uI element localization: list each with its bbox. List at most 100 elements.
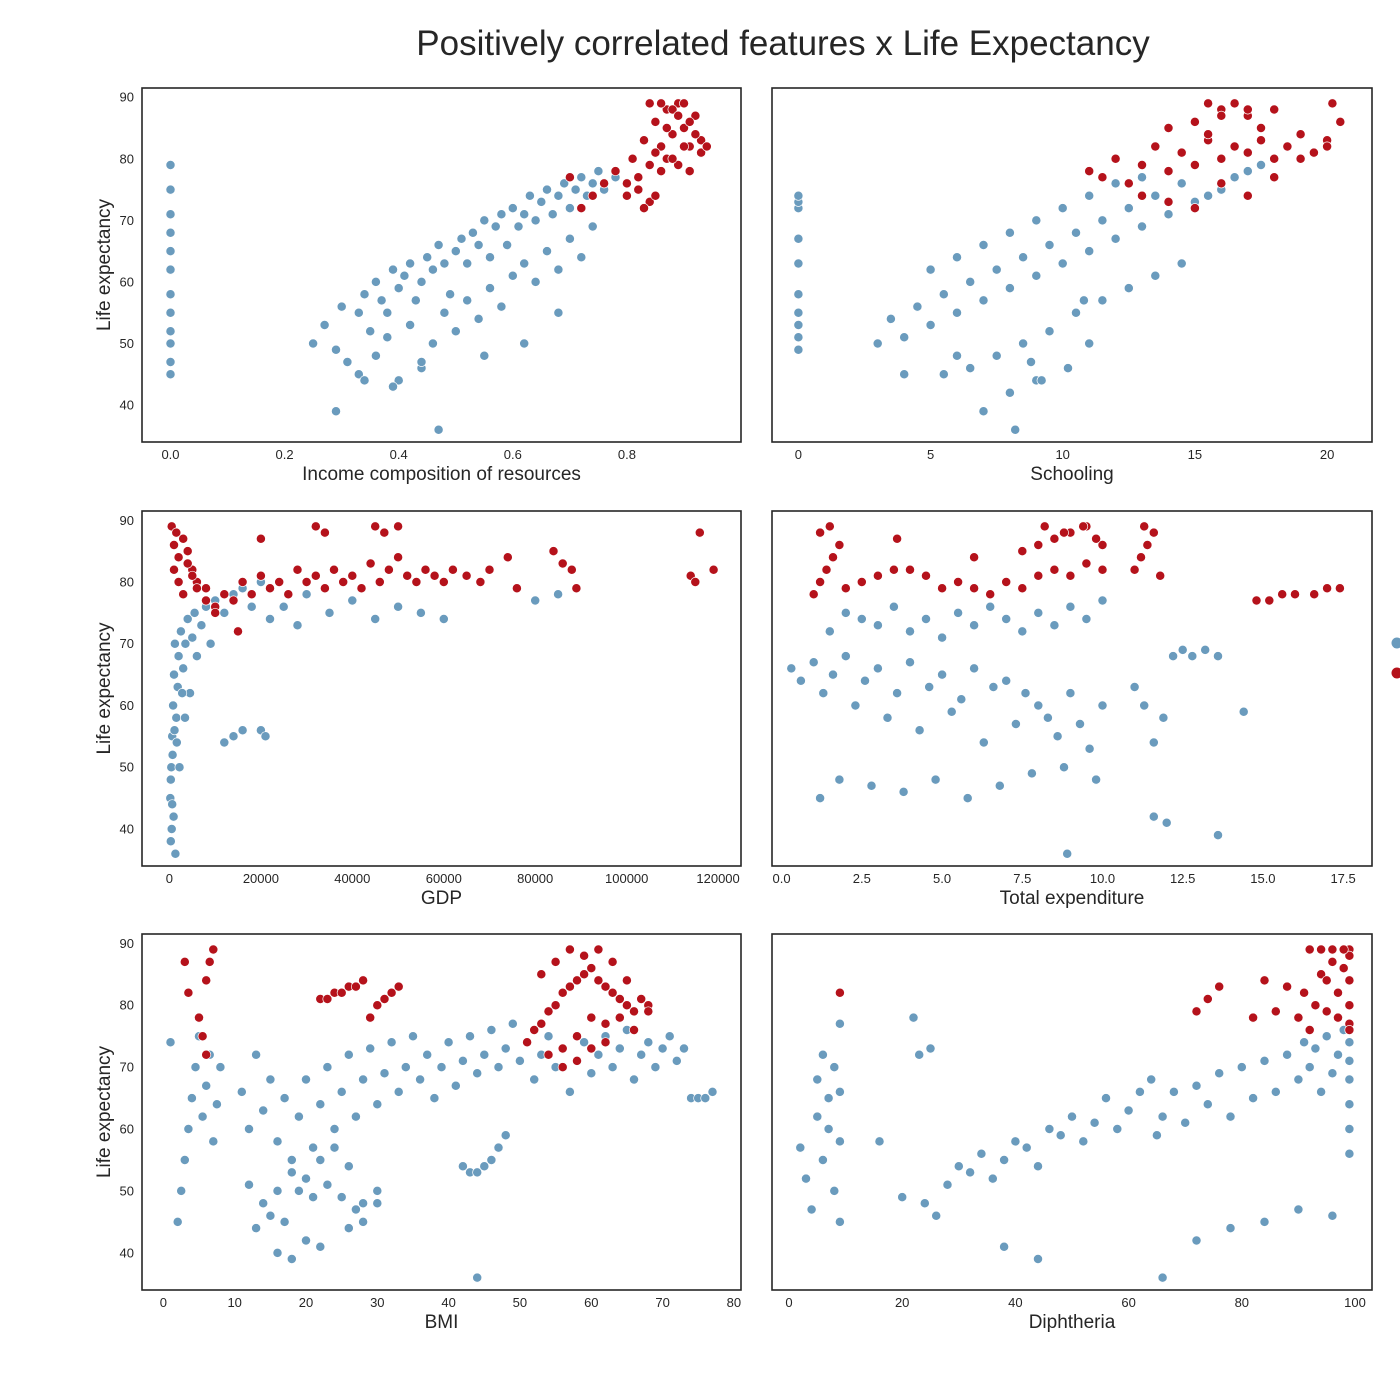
data-point-high: [1269, 104, 1280, 115]
data-point-low: [1044, 240, 1055, 250]
data-point-low: [1225, 1223, 1236, 1234]
data-point-low: [1200, 644, 1211, 655]
data-point-high: [322, 994, 333, 1004]
data-point-high: [815, 527, 826, 538]
data-point-low: [650, 1062, 661, 1073]
data-point-low: [793, 289, 804, 300]
data-point-low: [286, 1254, 297, 1264]
data-point-low: [576, 252, 587, 263]
data-point-high: [892, 533, 903, 544]
data-point-low: [1059, 762, 1069, 773]
data-point-low: [165, 209, 176, 220]
data-point-high: [1309, 589, 1320, 600]
data-point-low: [1321, 1031, 1332, 1042]
data-point-high: [1338, 944, 1349, 955]
data-point-low: [479, 1161, 490, 1172]
data-point-low: [795, 675, 806, 686]
x-tick-label: 60: [584, 1295, 598, 1310]
data-point-high: [667, 129, 678, 140]
data-point-low: [343, 1223, 354, 1234]
data-point-high: [1216, 153, 1227, 164]
data-point-high: [621, 190, 632, 201]
data-point-low: [978, 406, 989, 417]
data-point-low: [1097, 215, 1108, 226]
scatter-points: [786, 521, 1345, 859]
data-point-low: [167, 799, 178, 810]
data-point-low: [834, 1216, 845, 1227]
data-point-low: [353, 307, 364, 318]
data-point-high: [358, 975, 369, 986]
data-point-low: [422, 252, 433, 263]
data-point-high: [1242, 190, 1253, 201]
data-point-high: [536, 969, 547, 980]
data-point-high: [402, 570, 413, 581]
data-point-low: [473, 313, 484, 324]
data-point-low: [899, 332, 910, 343]
legend-marker-low: [1391, 637, 1400, 649]
data-point-high: [621, 178, 632, 189]
data-point-low: [382, 307, 393, 318]
x-tick-label: 0.4: [390, 447, 408, 462]
data-point-low: [438, 614, 449, 624]
data-point-low: [547, 209, 558, 220]
data-point-low: [472, 1068, 483, 1079]
data-point-low: [1004, 283, 1015, 294]
data-point-high: [543, 1006, 554, 1017]
data-point-high: [1310, 1000, 1321, 1011]
data-point-low: [272, 1136, 283, 1147]
data-point-low: [946, 706, 957, 717]
data-point-low: [165, 289, 176, 300]
data-point-low: [208, 1136, 219, 1147]
data-point-low: [169, 638, 180, 649]
data-point-low: [258, 1105, 269, 1116]
data-point-high: [310, 521, 321, 532]
data-point-low: [1333, 1049, 1343, 1060]
data-point-low: [607, 1062, 618, 1073]
data-point-low: [937, 632, 948, 643]
data-point-high: [543, 1049, 554, 1060]
data-point-low: [801, 1173, 811, 1184]
data-point-low: [433, 424, 444, 435]
data-point-high: [834, 987, 845, 998]
data-point-high: [179, 956, 190, 967]
data-point-low: [265, 614, 275, 624]
x-tick-label: 80000: [517, 871, 553, 886]
data-point-low: [293, 1111, 304, 1122]
data-point-low: [1270, 1086, 1281, 1097]
data-point-low: [1097, 295, 1108, 306]
data-point-high: [1091, 533, 1102, 544]
data-point-high: [1033, 570, 1044, 581]
y-tick-label: 40: [120, 1245, 134, 1260]
data-point-low: [251, 1049, 262, 1060]
scatter-points: [793, 98, 1346, 435]
data-point-low: [1001, 675, 1012, 686]
data-point-low: [180, 638, 191, 649]
data-point-low: [519, 209, 530, 220]
data-point-low: [994, 780, 1005, 791]
data-point-high: [265, 583, 275, 594]
data-point-low: [1176, 258, 1187, 269]
data-point-low: [553, 589, 564, 600]
data-point-low: [795, 1142, 806, 1153]
data-point-low: [812, 1111, 823, 1122]
data-point-low: [1225, 1111, 1236, 1122]
data-point-high: [347, 570, 358, 581]
data-point-low: [856, 614, 867, 624]
data-point-low: [165, 246, 176, 257]
data-point-low: [279, 1216, 290, 1227]
data-point-high: [614, 1012, 625, 1023]
data-point-low: [976, 1148, 987, 1159]
data-point-low: [834, 1136, 845, 1147]
x-tick-label: 40: [441, 1295, 455, 1310]
scatter-points: [165, 521, 719, 859]
data-point-low: [486, 1025, 497, 1035]
data-point-low: [450, 326, 461, 337]
data-point-high: [1136, 552, 1146, 563]
data-point-low: [301, 1235, 311, 1246]
data-point-low: [919, 1198, 930, 1209]
x-tick-label: 0: [166, 871, 173, 886]
data-point-high: [607, 956, 618, 967]
x-tick-label: 15: [1188, 447, 1202, 462]
data-point-low: [1187, 651, 1198, 662]
